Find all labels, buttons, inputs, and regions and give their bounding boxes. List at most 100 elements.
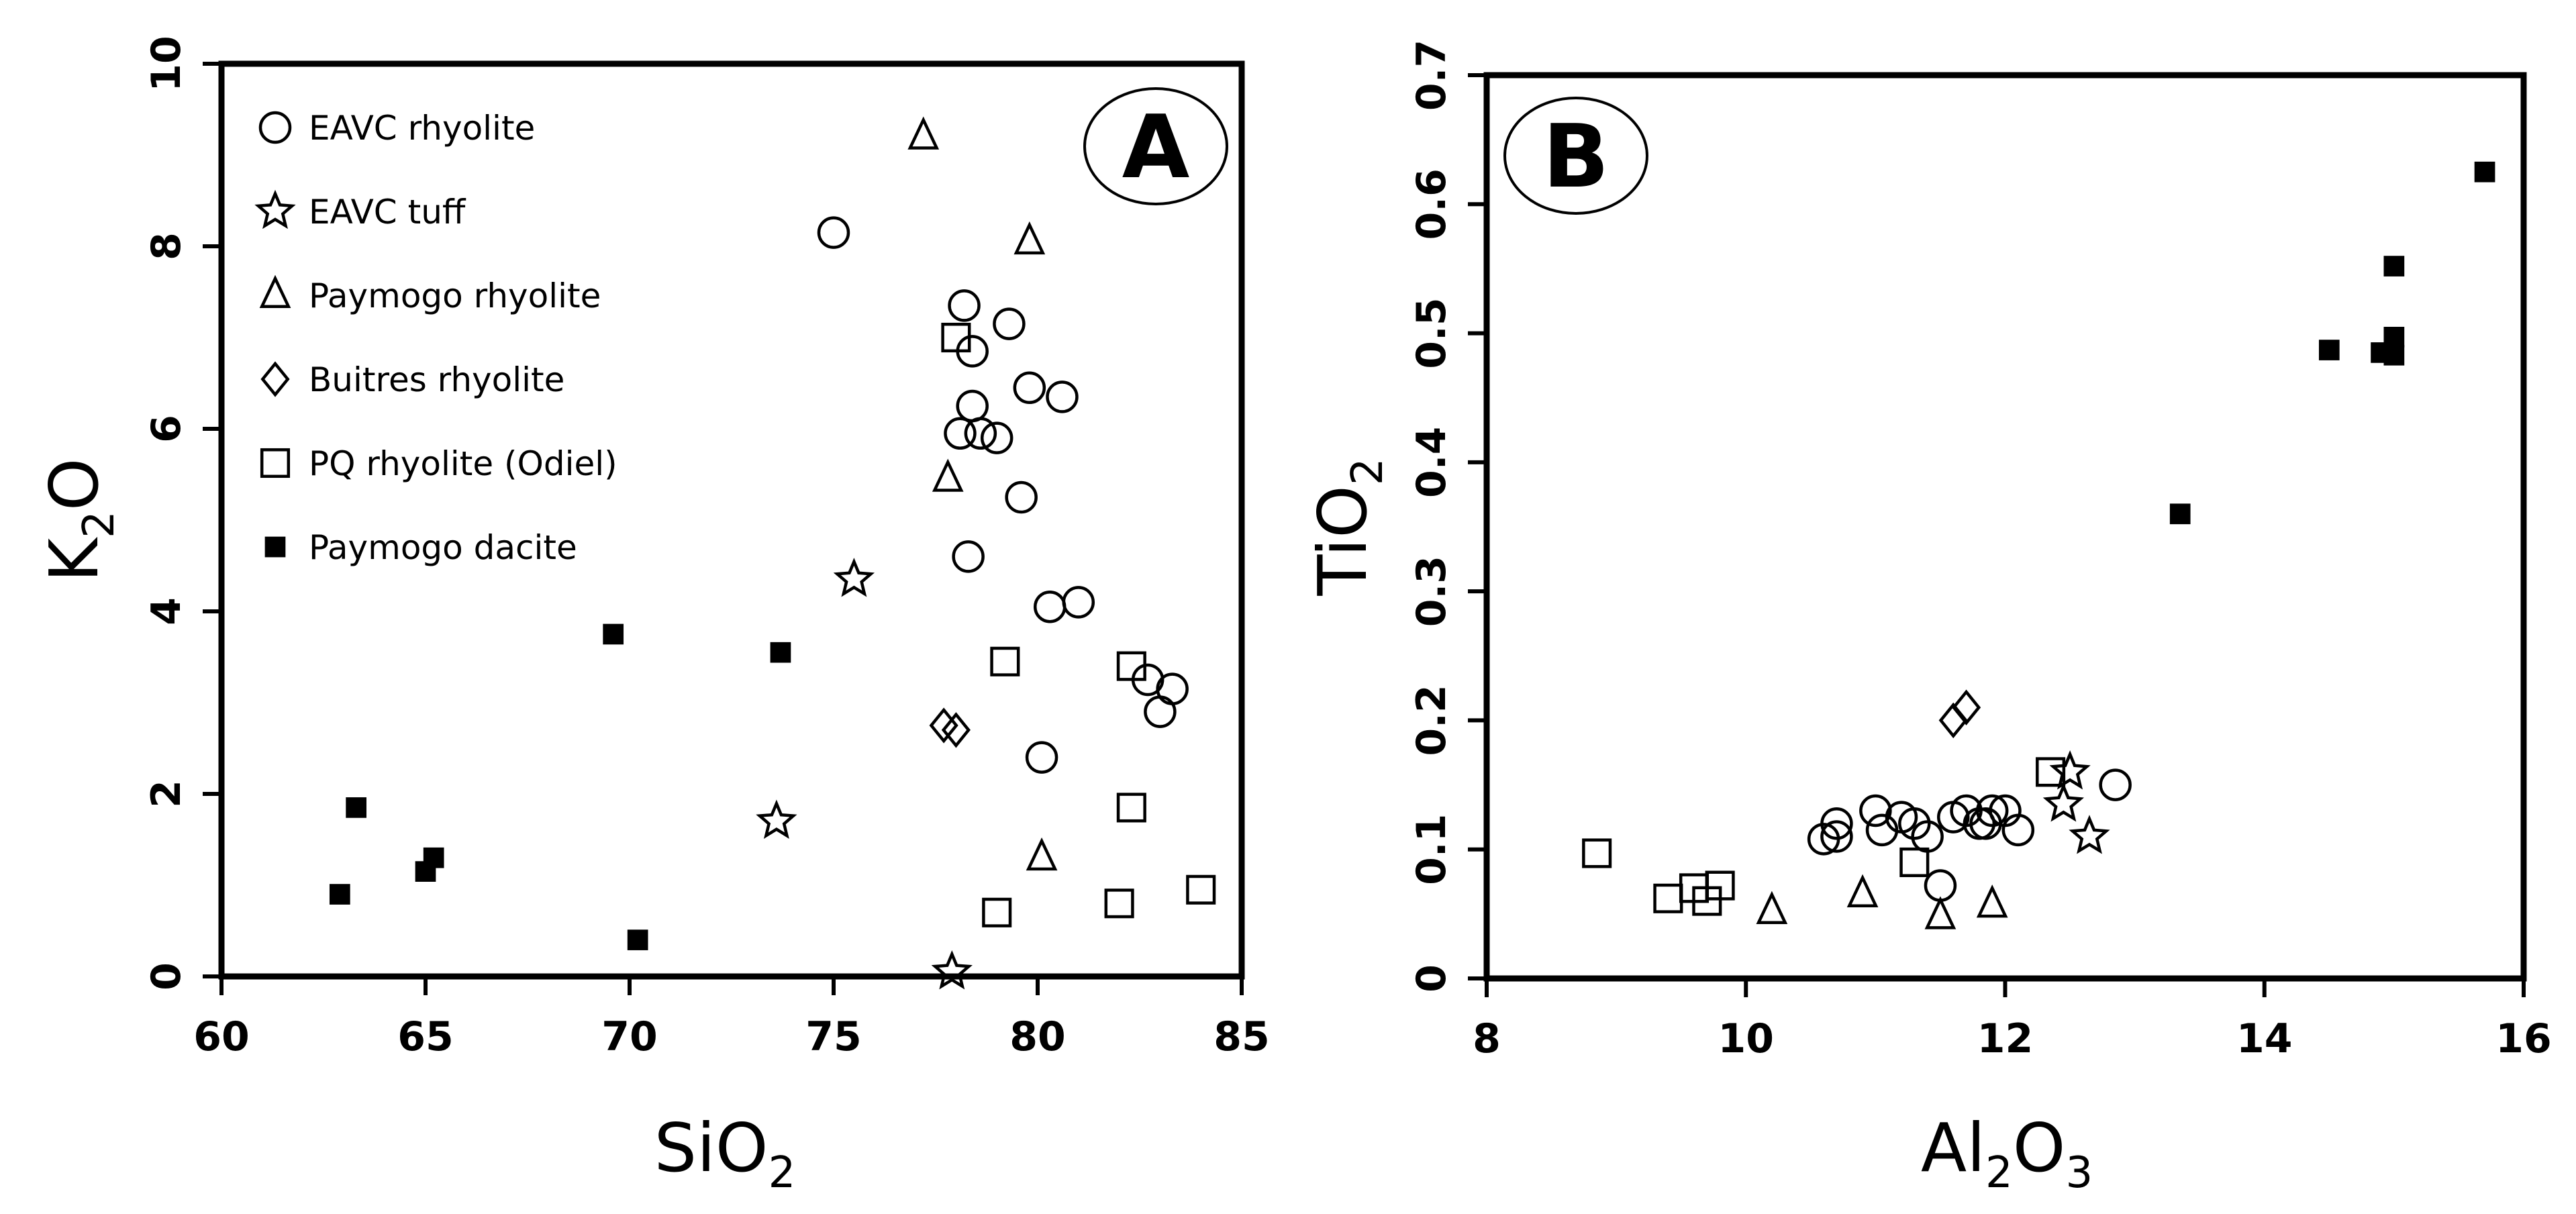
chart-0-point-buitres-rhyolite [929, 707, 958, 744]
chart-1-point-paymogo-dacite [2383, 326, 2405, 348]
chart-1-point-paymogo-dacite [2383, 344, 2405, 366]
chart-1-series-paymogo-rhyolite [1756, 874, 2008, 929]
panel-b-points [1582, 161, 2495, 929]
chart-1-x-tick-label: 10 [1718, 1015, 1775, 1062]
chart-0-point-eavc-rhyolite [993, 307, 1026, 340]
chart-0-x-tick-label: 65 [397, 1013, 454, 1060]
chart-1-point-eavc-rhyolite [2001, 813, 2035, 847]
legend-label-pq-rhyolite-odiel: PQ rhyolite (Odiel) [309, 444, 617, 483]
chart-0-point-paymogo-dacite [346, 797, 366, 818]
chart-1-point-paymogo-rhyolite [1756, 891, 1788, 924]
chart-0-point-pq-rhyolite-odiel [1116, 793, 1146, 823]
chart-1-point-eavc-rhyolite [1820, 807, 1853, 840]
panel-b-ticks: 8 10 12 14 16 0 0.1 0.2 0.3 0.4 0.5 0.6 0.7 [1408, 40, 2552, 1062]
chart-1-point-pq-rhyolite-odiel [1899, 847, 1930, 877]
chart-0-point-pq-rhyolite-odiel [1116, 651, 1146, 681]
panel-b-y-title-main: TiO [1303, 485, 1382, 597]
chart-0-y-tick-label: 4 [143, 597, 190, 625]
chart-0-y-tick-label: 8 [143, 232, 190, 260]
chart-0-point-eavc-rhyolite [956, 389, 989, 423]
chart-0-point-pq-rhyolite-odiel [982, 897, 1012, 927]
chart-1-point-buitres-rhyolite [1938, 702, 1968, 739]
panel-a-chart: 60 65 70 75 80 85 0 2 4 6 8 10 EAVC rhyolite EAVC t… [35, 36, 1270, 1198]
panel-a-label-badge: A [1083, 87, 1228, 205]
panel-b-x-axis-title: Al2O3 [1921, 1109, 2093, 1198]
legend-label-paymogo-rhyolite: Paymogo rhyolite [309, 276, 601, 315]
chart-1-point-eavc-tuff [2049, 750, 2091, 790]
chart-1-x-tick-label: 16 [2495, 1015, 2552, 1062]
panel-a-label-ellipse [1083, 87, 1228, 205]
chart-1-y-tick-label: 0.5 [1408, 297, 1455, 368]
legend-label-paymogo-dacite: Paymogo dacite [309, 528, 577, 567]
legend-marker-pq-rhyolite-odiel [260, 448, 291, 478]
chart-1-point-paymogo-dacite [2169, 503, 2191, 525]
chart-0-x-tick-label: 60 [193, 1013, 250, 1060]
chart-1-point-paymogo-rhyolite [1976, 884, 2008, 918]
chart-1-point-paymogo-dacite [2383, 256, 2405, 276]
chart-0-point-pq-rhyolite-odiel [941, 322, 971, 353]
chart-0-point-paymogo-rhyolite [1013, 221, 1046, 255]
chart-0-point-eavc-rhyolite [1156, 672, 1189, 705]
chart-0-series-paymogo-rhyolite [907, 116, 1058, 871]
panel-a-y-axis-title: K2O [35, 458, 124, 582]
chart-1-y-tick-label: 0.7 [1408, 40, 1455, 111]
chart-1-point-pq-rhyolite-odiel [1705, 870, 1735, 901]
panel-a-ticks: 60 65 70 75 80 85 0 2 4 6 8 10 [143, 36, 1270, 1060]
legend-marker-buitres-rhyolite [260, 361, 290, 397]
panel-a-y-title-after: O [35, 458, 113, 511]
chart-0-point-eavc-tuff [833, 558, 875, 597]
chart-1-point-eavc-rhyolite [2099, 768, 2132, 801]
chart-0-series-eavc-rhyolite [817, 216, 1189, 774]
chart-0-point-eavc-rhyolite [817, 216, 850, 249]
panel-b-x-title-sub1: 2 [1985, 1148, 2013, 1198]
chart-0-y-tick-label: 0 [143, 962, 190, 991]
chart-0-point-eavc-rhyolite [980, 421, 1013, 454]
chart-1-point-buitres-rhyolite [1951, 689, 1981, 725]
chart-0-point-pq-rhyolite-odiel [990, 646, 1020, 676]
chart-1-point-paymogo-dacite [2318, 340, 2340, 360]
panel-b-x-title-mid: O [2013, 1109, 2066, 1187]
chart-0-x-tick-label: 80 [1009, 1013, 1066, 1060]
chart-0-point-paymogo-dacite [415, 861, 436, 882]
panel-b-y-title-sub: 2 [1343, 458, 1393, 485]
chart-1-y-tick-label: 0 [1408, 964, 1455, 993]
panel-a-label: A [1122, 96, 1190, 198]
panel-a-x-axis-title: SiO2 [654, 1109, 796, 1198]
chart-0-x-tick-label: 75 [805, 1013, 862, 1060]
chart-1-point-eavc-tuff [2069, 815, 2110, 854]
chart-0-point-paymogo-dacite [603, 623, 624, 645]
panel-b-x-title-sub2: 3 [2065, 1148, 2093, 1198]
panel-b-plot-frame [1483, 72, 2527, 982]
chart-0-point-eavc-rhyolite [1013, 371, 1046, 405]
chart-0-series-pq-rhyolite-odiel [941, 322, 1216, 927]
chart-0-point-pq-rhyolite-odiel [1104, 889, 1134, 919]
chart-0-point-eavc-rhyolite [1033, 590, 1067, 623]
chart-0-point-paymogo-rhyolite [907, 116, 940, 150]
chart-0-point-eavc-rhyolite [1025, 741, 1058, 774]
chart-1-x-tick-label: 14 [2236, 1015, 2293, 1062]
chart-1-point-eavc-rhyolite [1924, 869, 1957, 902]
chart-1-y-tick-label: 0.1 [1408, 814, 1455, 885]
panel-a-plot-frame [218, 60, 1245, 980]
chart-0-series-paymogo-dacite [329, 623, 791, 950]
chart-1-series-paymogo-dacite [2169, 161, 2495, 525]
panel-b-label-badge: B [1503, 97, 1648, 215]
chart-1-point-eavc-rhyolite [1820, 820, 1853, 853]
chart-0-point-eavc-rhyolite [944, 417, 977, 450]
chart-0-point-eavc-tuff [756, 799, 797, 839]
chart-0-point-paymogo-rhyolite [1026, 837, 1058, 871]
chart-0-point-eavc-rhyolite [948, 289, 981, 322]
chart-1-y-tick-label: 0.6 [1408, 168, 1455, 240]
legend-marker-paymogo-dacite [264, 536, 286, 558]
chart-1-y-tick-label: 0.2 [1408, 685, 1455, 756]
panel-a-x-title-sub: 2 [769, 1148, 796, 1198]
panel-b-label-ellipse [1503, 97, 1648, 215]
chart-0-point-buitres-rhyolite [941, 712, 971, 748]
chart-0-point-eavc-rhyolite [1046, 381, 1079, 413]
panel-b-x-title-main: Al [1921, 1109, 1985, 1187]
chart-0-point-eavc-rhyolite [1144, 695, 1177, 728]
panel-a-x-title-main: SiO [654, 1109, 769, 1187]
chart-0-point-paymogo-dacite [329, 884, 350, 905]
chart-1-series-eavc-tuff [2042, 750, 2110, 854]
